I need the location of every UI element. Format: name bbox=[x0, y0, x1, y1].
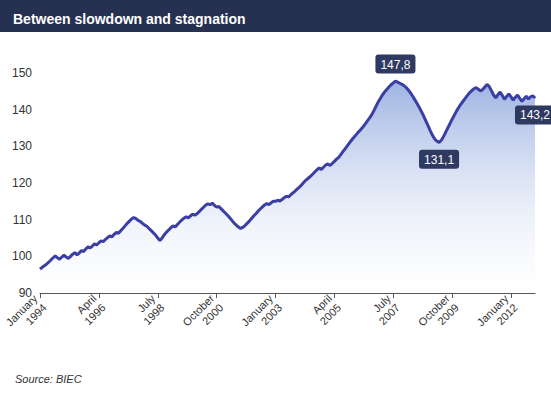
svg-text:2007: 2007 bbox=[376, 301, 402, 327]
svg-text:130: 130 bbox=[12, 139, 32, 153]
svg-text:143,2: 143,2 bbox=[520, 108, 550, 122]
svg-text:147,8: 147,8 bbox=[380, 58, 410, 72]
svg-text:Source: BIEC: Source: BIEC bbox=[15, 373, 82, 385]
svg-text:131,1: 131,1 bbox=[424, 153, 454, 167]
svg-text:120: 120 bbox=[12, 176, 32, 190]
svg-text:2003: 2003 bbox=[259, 301, 285, 327]
svg-text:1996: 1996 bbox=[82, 301, 108, 327]
svg-text:2000: 2000 bbox=[200, 301, 226, 327]
svg-text:January: January bbox=[3, 292, 40, 329]
svg-text:July: July bbox=[370, 292, 393, 315]
svg-text:Between slowdown and stagnatio: Between slowdown and stagnation bbox=[13, 11, 246, 27]
svg-text:2009: 2009 bbox=[435, 301, 461, 327]
svg-text:January: January bbox=[474, 292, 511, 329]
svg-text:150: 150 bbox=[12, 66, 32, 80]
svg-text:100: 100 bbox=[12, 249, 32, 263]
svg-text:140: 140 bbox=[12, 103, 32, 117]
svg-text:90: 90 bbox=[18, 286, 32, 300]
svg-text:2012: 2012 bbox=[494, 301, 520, 327]
svg-text:1994: 1994 bbox=[23, 301, 49, 327]
svg-text:April: April bbox=[310, 292, 334, 317]
svg-text:April: April bbox=[74, 292, 99, 317]
svg-text:October: October bbox=[180, 292, 217, 329]
svg-text:July: July bbox=[135, 292, 158, 315]
svg-text:1998: 1998 bbox=[141, 301, 167, 327]
svg-text:2005: 2005 bbox=[317, 301, 343, 327]
svg-text:October: October bbox=[415, 292, 452, 329]
svg-text:110: 110 bbox=[13, 213, 32, 227]
svg-text:January: January bbox=[239, 292, 276, 329]
